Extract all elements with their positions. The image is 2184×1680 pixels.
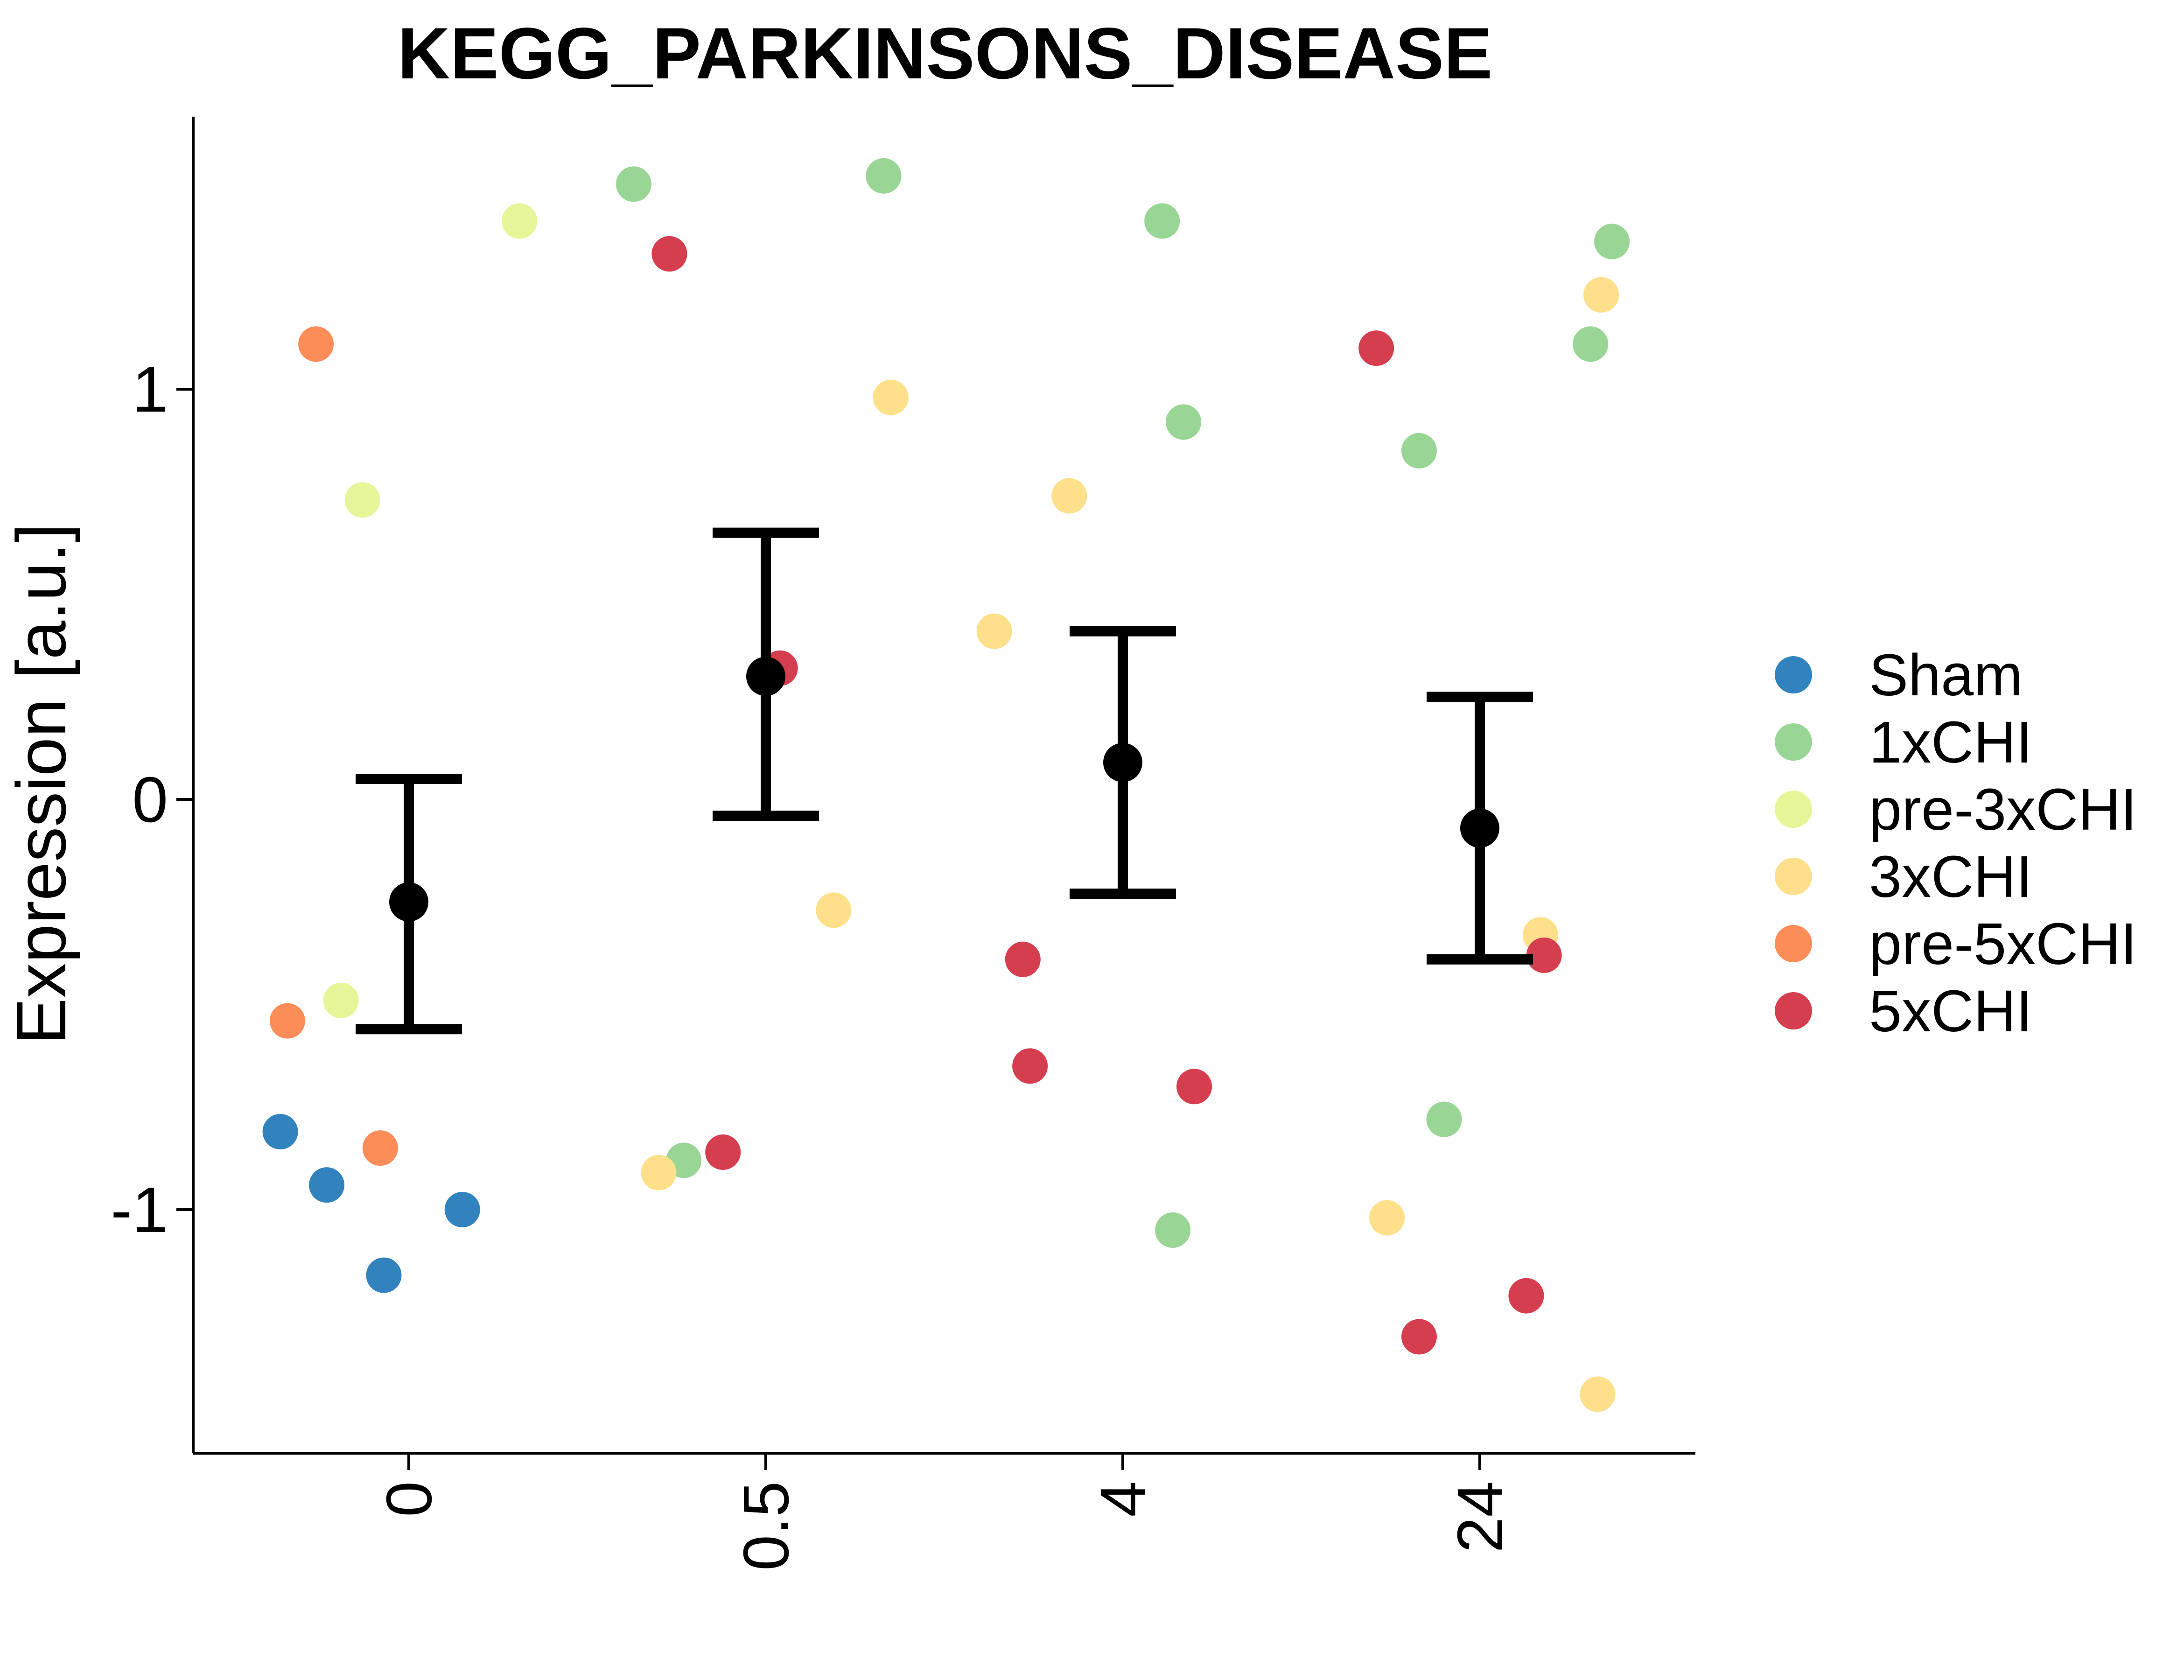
- data-point: [1526, 938, 1562, 973]
- data-point: [651, 236, 687, 272]
- legend-marker: [1775, 791, 1812, 828]
- data-point: [1369, 1200, 1405, 1236]
- x-tick-label: 24: [1444, 1481, 1516, 1553]
- data-point: [1401, 433, 1437, 469]
- legend-marker: [1775, 723, 1812, 761]
- data-point: [1580, 1376, 1616, 1412]
- data-point: [1508, 1278, 1544, 1314]
- mean-point: [1460, 808, 1499, 848]
- chart-title: KEGG_PARKINSONS_DISEASE: [398, 13, 1492, 94]
- x-tick-label: 0: [373, 1481, 445, 1517]
- data-point: [976, 613, 1012, 649]
- data-point: [873, 379, 909, 415]
- legend-marker: [1775, 925, 1812, 962]
- legend-label: pre-5xCHI: [1869, 911, 2137, 977]
- legend-label: Sham: [1869, 642, 2023, 708]
- data-point: [362, 1130, 398, 1166]
- data-point: [444, 1192, 480, 1227]
- data-point: [1005, 941, 1041, 977]
- data-point: [502, 203, 538, 239]
- data-point: [616, 166, 651, 202]
- x-tick-label: 0.5: [730, 1481, 802, 1571]
- x-tick-label: 4: [1087, 1481, 1159, 1517]
- legend-label: 1xCHI: [1869, 709, 2032, 775]
- legend-label: 3xCHI: [1869, 844, 2032, 910]
- data-point: [1051, 478, 1087, 514]
- data-point: [1155, 1212, 1191, 1248]
- data-point: [1594, 224, 1630, 259]
- mean-point: [746, 657, 785, 696]
- y-tick-label: 0: [132, 764, 168, 836]
- data-point: [1012, 1048, 1048, 1084]
- plot-area: -1 0 1 0 0.5 4 24: [111, 117, 1695, 1571]
- data-point: [344, 482, 380, 518]
- data-point: [323, 982, 359, 1018]
- data-point: [309, 1167, 345, 1203]
- legend-marker: [1775, 858, 1812, 895]
- legend-marker: [1775, 656, 1812, 693]
- data-point: [1401, 1319, 1437, 1355]
- data-point: [1358, 330, 1394, 366]
- data-point: [298, 326, 334, 362]
- legend-marker: [1775, 992, 1812, 1029]
- data-point: [1176, 1069, 1212, 1105]
- mean-point: [389, 882, 428, 922]
- mean-point: [1103, 742, 1142, 782]
- data-point: [641, 1155, 677, 1190]
- data-point: [366, 1257, 402, 1293]
- data-point: [705, 1134, 741, 1170]
- data-point: [1583, 277, 1619, 313]
- data-point: [262, 1113, 298, 1149]
- data-point: [1166, 404, 1202, 440]
- legend-label: pre-3xCHI: [1869, 777, 2137, 842]
- data-point: [866, 158, 902, 194]
- data-point: [1144, 203, 1180, 239]
- legend-label: 5xCHI: [1869, 978, 2032, 1044]
- y-tick-label: 1: [132, 354, 168, 426]
- y-tick-label: -1: [111, 1174, 168, 1246]
- y-axis-label: Expression [a.u.]: [2, 523, 80, 1044]
- data-point: [269, 1003, 305, 1039]
- data-point: [1573, 326, 1609, 362]
- data-point: [816, 892, 852, 928]
- data-point: [1426, 1101, 1462, 1137]
